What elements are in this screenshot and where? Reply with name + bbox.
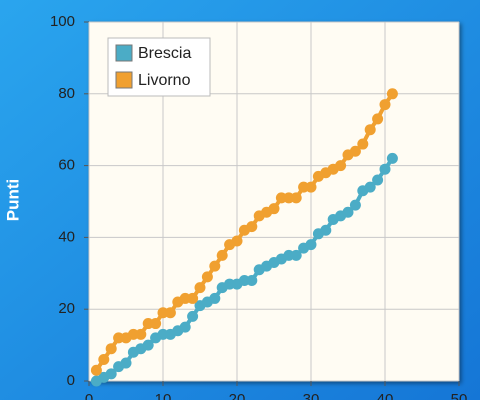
- data-point: [305, 181, 317, 193]
- data-point: [150, 318, 162, 330]
- data-point: [379, 163, 391, 175]
- data-point: [290, 249, 302, 261]
- data-point: [179, 321, 191, 333]
- y-tick-label: 60: [58, 157, 75, 174]
- data-point: [335, 160, 347, 172]
- data-point: [364, 124, 376, 136]
- data-point: [187, 310, 199, 322]
- data-point: [216, 249, 228, 261]
- x-tick-label: 30: [303, 391, 320, 400]
- data-point: [364, 181, 376, 193]
- data-point: [349, 199, 361, 211]
- data-point: [90, 364, 102, 376]
- data-point: [305, 239, 317, 251]
- x-tick-label: 10: [155, 391, 172, 400]
- legend-swatch: [115, 71, 133, 89]
- data-point: [268, 203, 280, 215]
- data-point: [320, 224, 332, 236]
- data-point: [379, 99, 391, 111]
- data-point: [342, 206, 354, 218]
- y-tick-label: 0: [67, 372, 75, 389]
- data-point: [164, 307, 176, 319]
- data-point: [105, 368, 117, 380]
- data-point: [209, 292, 221, 304]
- data-point: [135, 328, 147, 340]
- data-point: [372, 174, 384, 186]
- data-point: [105, 343, 117, 355]
- data-point: [246, 221, 258, 233]
- y-tick-label: 40: [58, 228, 75, 245]
- x-tick-label: 0: [85, 391, 93, 400]
- y-tick-label: 20: [58, 300, 75, 317]
- legend-label: Livorno: [138, 72, 191, 89]
- data-point: [120, 357, 132, 369]
- legend-label: Brescia: [138, 45, 191, 62]
- x-tick-label: 20: [229, 391, 246, 400]
- y-tick-label: 80: [58, 85, 75, 102]
- y-tick-label: 100: [50, 13, 75, 30]
- data-point: [372, 113, 384, 125]
- data-point: [194, 282, 206, 294]
- data-point: [209, 260, 221, 272]
- data-point: [142, 339, 154, 351]
- data-point: [386, 152, 398, 164]
- data-point: [98, 353, 110, 365]
- data-point: [246, 274, 258, 286]
- data-point: [290, 192, 302, 204]
- data-point: [201, 271, 213, 283]
- legend-swatch: [115, 44, 133, 62]
- y-axis-label: Punti: [3, 179, 22, 222]
- x-tick-label: 50: [451, 391, 468, 400]
- data-point: [231, 235, 243, 247]
- data-point: [187, 292, 199, 304]
- data-point: [349, 145, 361, 157]
- data-point: [386, 88, 398, 100]
- data-point: [357, 138, 369, 150]
- x-tick-label: 40: [377, 391, 394, 400]
